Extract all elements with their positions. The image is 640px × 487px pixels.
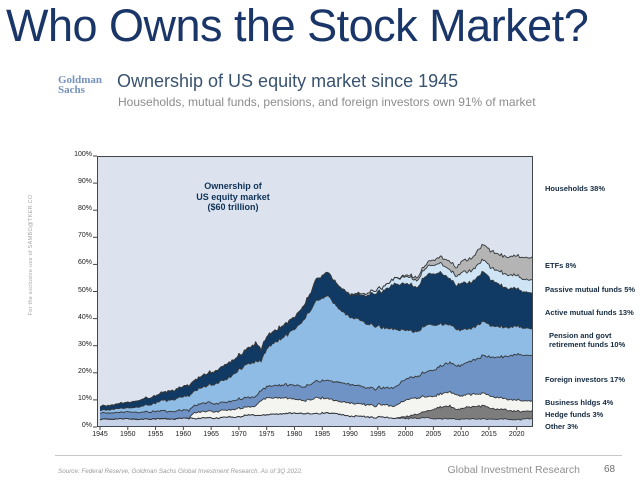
x-axis-tick-label: 1980 (286, 431, 303, 438)
annotation-line-3: ($60 trillion) (207, 202, 259, 212)
label-households: Households 38% (545, 184, 606, 193)
goldman-sachs-logo: Goldman Sachs (58, 74, 103, 96)
y-axis-tick-label: 70% (77, 232, 92, 240)
chart-heading: Ownership of US equity market since 1945 (117, 71, 459, 91)
x-axis-tick-label: 1970 (231, 431, 247, 438)
x-axis-tick-label: 2005 (425, 431, 442, 438)
x-axis-tick-label: 2020 (508, 431, 525, 438)
page-title: Who Owns the Stock Market? (6, 0, 589, 51)
x-axis-tick-label: 2010 (453, 431, 469, 438)
area-active-mutual-funds (100, 271, 532, 411)
stacked-area-chart (93, 155, 533, 430)
x-axis-tick-label: 1945 (92, 431, 108, 438)
y-axis-tick-label: 30% (77, 340, 92, 348)
label-etfs: ETFs 8% (545, 261, 577, 270)
y-axis-tick-label: 10% (77, 394, 92, 402)
x-axis-tick-label: 1950 (119, 431, 136, 438)
division-label: Global Investment Research (447, 464, 580, 476)
area-business-holdings (100, 391, 532, 420)
area-passive-mutual-funds (100, 259, 532, 407)
y-axis-tick-label: 80% (77, 205, 92, 213)
source-note: Source: Federal Reserve, Goldman Sachs G… (58, 468, 303, 475)
annotation-line-2: US equity market (196, 191, 270, 202)
y-axis-tick-label: 0% (81, 422, 92, 429)
label-pension-funds: Pension and govt retirement funds 10% (549, 331, 626, 349)
x-axis-tick-label: 1965 (203, 431, 219, 438)
area-hedge-funds (100, 405, 532, 421)
x-axis-tick-label: 1985 (314, 431, 331, 438)
y-axis-tick-label: 20% (77, 367, 92, 375)
page-number: 68 (604, 464, 616, 475)
y-axis-tick-label: 40% (77, 313, 92, 321)
plot-annotation: Ownership of US equity market ($60 trill… (153, 181, 313, 213)
area-pension-and-govt-retirement-funds (100, 295, 532, 414)
label-foreign-investors: Foreign investors 17% (545, 375, 626, 384)
area-foreign-investors (100, 353, 532, 420)
chart-subheading: Households, mutual funds, pensions, and … (118, 95, 536, 109)
y-axis-tick-label: 90% (77, 178, 92, 186)
y-axis-tick-label: 100% (74, 151, 92, 158)
x-axis-tick-label: 1995 (370, 431, 386, 438)
label-hedge-funds: Hedge funds 3% (545, 410, 604, 419)
footer-divider (55, 455, 622, 456)
label-passive-mutual-funds: Passive mutual funds 5% (545, 285, 636, 294)
y-axis-tick-label: 50% (77, 286, 92, 294)
logo-line-2: Sachs (58, 83, 85, 96)
label-other: Other 3% (545, 422, 578, 431)
y-axis-tick-label: 60% (77, 259, 92, 267)
x-axis-tick-label: 1960 (175, 431, 192, 438)
watermark-note: For the exclusive use of SAMBO@TKER.CO (28, 194, 34, 316)
area-etfs (100, 244, 532, 407)
x-axis-tick-label: 1955 (147, 431, 164, 438)
label-business-holdings: Business hldgs 4% (545, 398, 614, 407)
x-axis-tick-label: 1990 (342, 431, 358, 438)
area-other (100, 412, 532, 427)
x-axis-tick-label: 2000 (397, 431, 414, 438)
logo-line-1: Goldman (58, 74, 103, 86)
annotation-line-1: Ownership of (204, 181, 262, 191)
x-axis-tick-label: 2015 (481, 431, 497, 438)
x-axis-tick-label: 1975 (258, 431, 275, 438)
label-active-mutual-funds: Active mutual funds 13% (545, 308, 634, 317)
